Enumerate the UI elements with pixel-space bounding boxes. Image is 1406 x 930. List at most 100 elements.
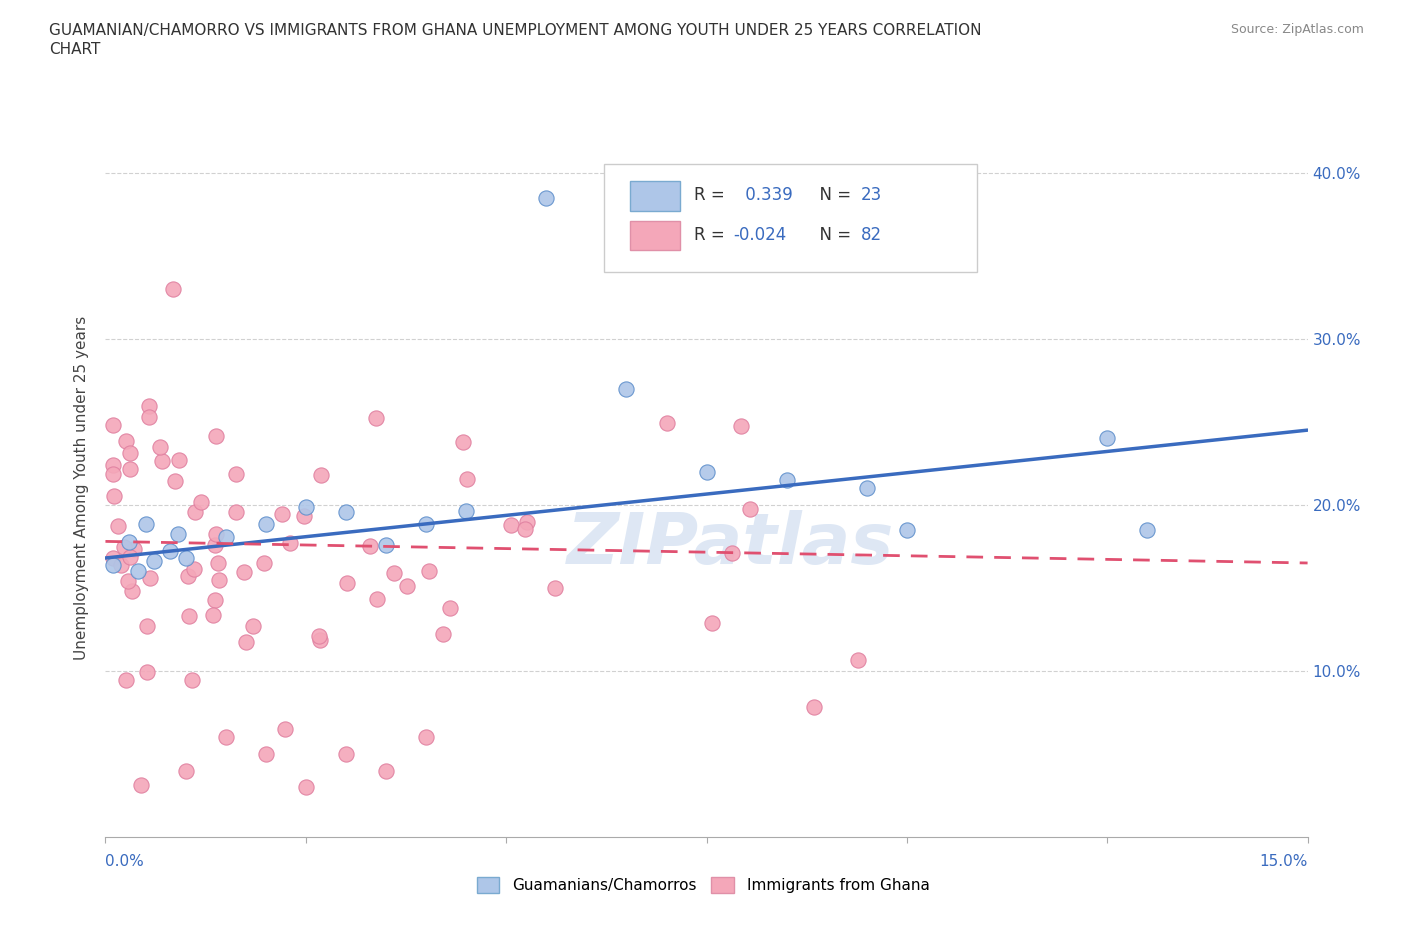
Point xyxy=(139,571,162,586)
FancyBboxPatch shape xyxy=(630,181,681,211)
Point xyxy=(176,569,198,584)
Point xyxy=(214,529,236,544)
Point xyxy=(142,553,165,568)
Point xyxy=(184,505,207,520)
Point xyxy=(254,747,277,762)
Point xyxy=(366,591,388,606)
Point xyxy=(135,516,157,531)
Legend: Guamanians/Chamorros, Immigrants from Ghana: Guamanians/Chamorros, Immigrants from Gh… xyxy=(471,870,935,899)
Point xyxy=(456,472,478,486)
Point xyxy=(415,730,437,745)
Point xyxy=(1097,431,1119,445)
Point xyxy=(127,564,149,578)
Point xyxy=(174,551,197,565)
Point xyxy=(150,453,173,468)
Point xyxy=(149,440,172,455)
Point xyxy=(135,618,157,633)
Point xyxy=(205,428,228,443)
Point xyxy=(292,509,315,524)
Text: Source: ZipAtlas.com: Source: ZipAtlas.com xyxy=(1230,23,1364,36)
Point xyxy=(655,416,678,431)
Point xyxy=(439,601,461,616)
Point xyxy=(235,634,257,649)
Point xyxy=(162,282,184,297)
Text: 0.0%: 0.0% xyxy=(105,855,145,870)
Point xyxy=(432,626,454,641)
Point xyxy=(454,504,477,519)
Point xyxy=(803,699,825,714)
Point xyxy=(309,467,332,482)
Point xyxy=(295,779,318,794)
Text: N =: N = xyxy=(808,186,856,205)
Point xyxy=(225,505,247,520)
Point xyxy=(254,517,277,532)
Point xyxy=(136,664,159,679)
Text: R =: R = xyxy=(695,186,731,205)
Point xyxy=(115,672,138,687)
Point xyxy=(107,518,129,533)
Point xyxy=(382,565,405,580)
Point xyxy=(138,398,160,413)
Text: -0.024: -0.024 xyxy=(733,226,786,244)
Point xyxy=(415,516,437,531)
Point xyxy=(740,502,762,517)
Point xyxy=(233,565,256,579)
Point xyxy=(103,466,125,481)
Point xyxy=(396,578,419,593)
Point xyxy=(696,464,718,479)
Point xyxy=(846,653,869,668)
Text: GUAMANIAN/CHAMORRO VS IMMIGRANTS FROM GHANA UNEMPLOYMENT AMONG YOUTH UNDER 25 YE: GUAMANIAN/CHAMORRO VS IMMIGRANTS FROM GH… xyxy=(49,23,981,38)
Point xyxy=(131,777,153,792)
Point xyxy=(776,472,799,487)
Point xyxy=(165,473,187,488)
Point xyxy=(115,434,138,449)
Point xyxy=(730,418,752,433)
Point xyxy=(366,410,388,425)
Text: N =: N = xyxy=(808,226,856,244)
Text: 82: 82 xyxy=(860,226,882,244)
Point xyxy=(181,672,204,687)
Point xyxy=(204,592,226,607)
Point xyxy=(204,538,226,552)
Point xyxy=(110,558,132,573)
Point xyxy=(166,526,188,541)
Point xyxy=(190,494,212,509)
Point xyxy=(309,632,332,647)
Point xyxy=(335,505,357,520)
Point xyxy=(616,381,638,396)
Point xyxy=(274,722,297,737)
Point xyxy=(451,434,474,449)
Point xyxy=(207,555,229,570)
Point xyxy=(103,458,125,472)
Point xyxy=(121,583,143,598)
Point xyxy=(700,616,723,631)
Point xyxy=(118,550,141,565)
Point xyxy=(103,551,125,565)
Y-axis label: Unemployment Among Youth under 25 years: Unemployment Among Youth under 25 years xyxy=(75,316,90,660)
Point xyxy=(253,556,276,571)
Point xyxy=(118,461,141,476)
Point xyxy=(174,764,197,778)
Point xyxy=(122,541,145,556)
Point xyxy=(374,538,398,552)
Text: CHART: CHART xyxy=(49,42,101,57)
Point xyxy=(544,580,567,595)
Point xyxy=(205,526,228,541)
Text: ZIPatlas: ZIPatlas xyxy=(567,510,894,578)
Point xyxy=(295,499,318,514)
Point xyxy=(183,562,205,577)
Point xyxy=(335,747,357,762)
Point xyxy=(179,609,201,624)
Point xyxy=(359,538,381,553)
Point xyxy=(278,536,301,551)
Text: 15.0%: 15.0% xyxy=(1260,855,1308,870)
Point xyxy=(1136,523,1159,538)
Point xyxy=(117,574,139,589)
Point xyxy=(855,481,877,496)
Point xyxy=(208,572,231,587)
Point xyxy=(103,558,125,573)
Point xyxy=(118,445,141,460)
Point xyxy=(374,764,398,778)
FancyBboxPatch shape xyxy=(630,221,681,250)
Point xyxy=(534,191,557,206)
